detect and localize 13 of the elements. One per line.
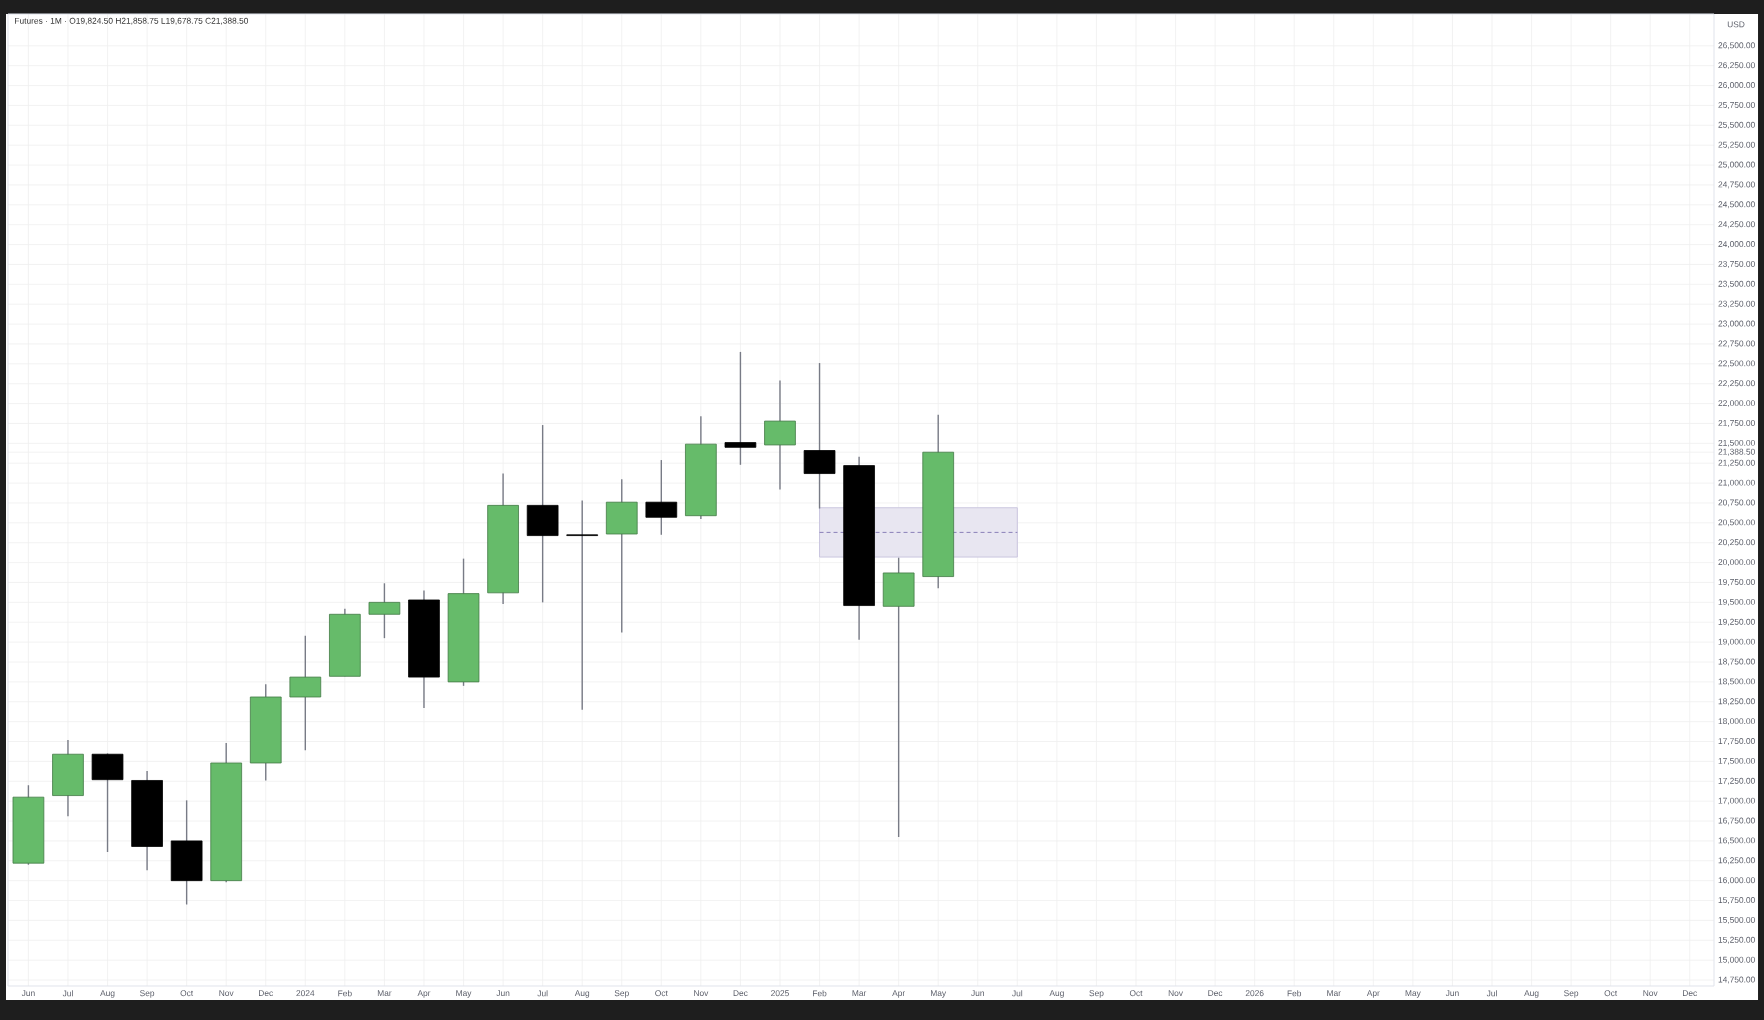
candlestick: [566, 499, 599, 711]
candlestick: [645, 459, 678, 536]
candlestick: [368, 582, 401, 639]
candlestick: [91, 752, 124, 853]
candlestick: [803, 362, 836, 510]
candlestick: [52, 739, 84, 817]
candlestick: [526, 424, 559, 604]
candlestick: [882, 557, 915, 838]
candlestick: [724, 351, 757, 466]
candlestick: [170, 799, 203, 906]
candlestick: [289, 635, 322, 751]
candlestick: [605, 478, 638, 634]
candlestick: [764, 379, 796, 491]
